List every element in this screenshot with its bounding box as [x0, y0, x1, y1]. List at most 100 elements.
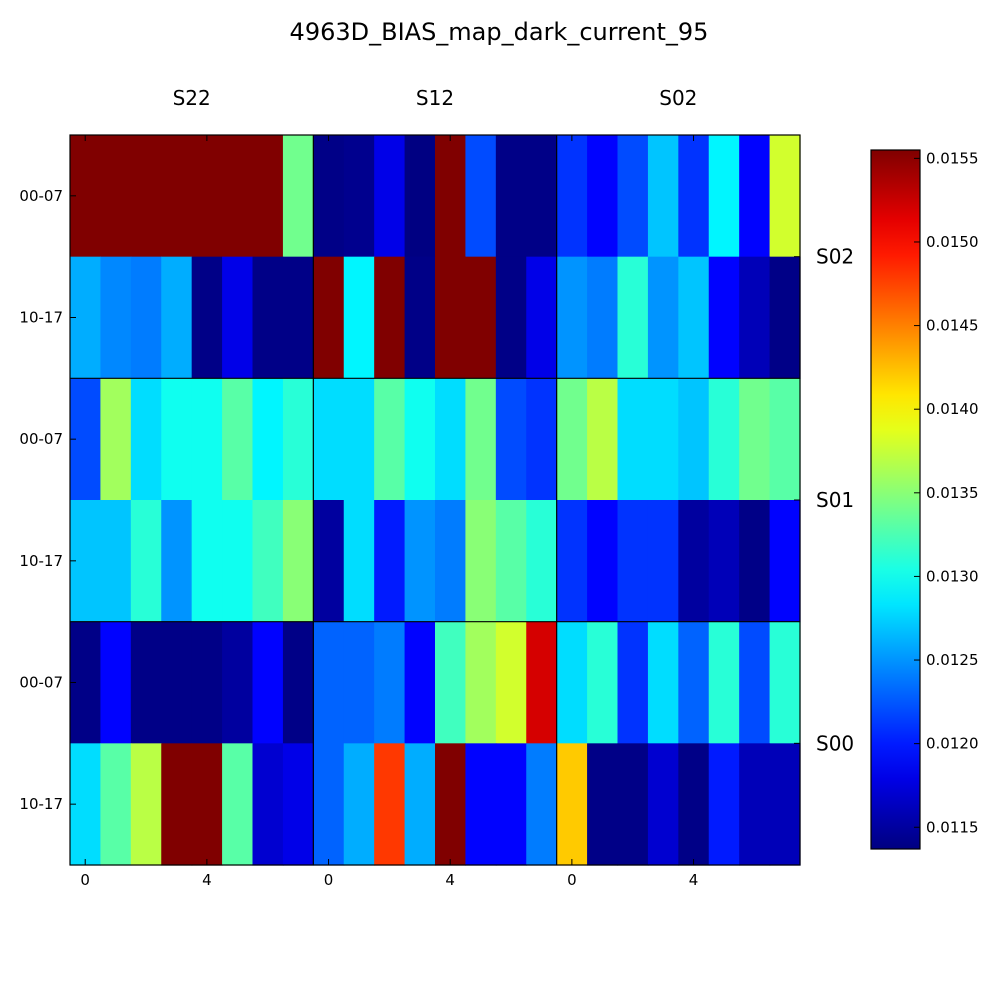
heatmap-cell: [222, 743, 254, 866]
heatmap-cell: [100, 256, 132, 379]
heatmap-cell: [587, 621, 619, 744]
heatmap-cell: [313, 621, 345, 744]
row-group-label: S01: [816, 488, 854, 512]
heatmap-cell: [222, 500, 254, 623]
heatmap-cell: [343, 256, 375, 379]
heatmap-cell: [130, 135, 162, 258]
heatmap-cell: [252, 256, 284, 379]
heatmap-cell: [222, 621, 254, 744]
heatmap-cell: [708, 743, 740, 866]
heatmap-cell: [282, 256, 314, 379]
heatmap-cell: [678, 500, 710, 623]
heatmap-cell: [587, 256, 619, 379]
column-group-label: S12: [416, 86, 454, 110]
row-label: 10-17: [19, 552, 63, 570]
heatmap-cell: [617, 135, 649, 258]
heatmap-cell: [587, 135, 619, 258]
heatmap-cell: [313, 378, 345, 501]
heatmap-cell: [343, 378, 375, 501]
heatmap-cell: [769, 378, 801, 501]
heatmap-cell: [495, 135, 527, 258]
heatmap-cell: [556, 378, 588, 501]
x-tick-label: 0: [324, 871, 334, 889]
heatmap-cell: [222, 256, 254, 379]
heatmap-cell: [495, 621, 527, 744]
heatmap-cell: [678, 743, 710, 866]
heatmap-cell: [526, 500, 558, 623]
heatmap-cell: [647, 135, 679, 258]
heatmap-cell: [435, 378, 467, 501]
heatmap-cell: [708, 135, 740, 258]
heatmap-cell: [313, 743, 345, 866]
heatmap-cell: [313, 256, 345, 379]
heatmap-cell: [708, 500, 740, 623]
heatmap-cell: [282, 743, 314, 866]
heatmap-cell: [647, 500, 679, 623]
heatmap-cell: [222, 378, 254, 501]
heatmap-cell: [465, 621, 497, 744]
heatmap-cell: [617, 500, 649, 623]
x-tick-label: 0: [80, 871, 90, 889]
heatmap-cell: [465, 256, 497, 379]
heatmap-cell: [191, 500, 223, 623]
heatmap-cell: [435, 256, 467, 379]
heatmap-cell: [435, 743, 467, 866]
heatmap-cell: [313, 135, 345, 258]
heatmap-cell: [191, 135, 223, 258]
heatmap-cell: [404, 621, 436, 744]
heatmap-cell: [404, 135, 436, 258]
heatmap-cell: [495, 378, 527, 501]
heatmap-cell: [526, 135, 558, 258]
heatmap-cell: [556, 500, 588, 623]
heatmap-cell: [769, 500, 801, 623]
heatmap-cell: [404, 743, 436, 866]
colorbar-tick-label: 0.0125: [926, 651, 979, 669]
heatmap-cell: [222, 135, 254, 258]
heatmap-cell: [617, 621, 649, 744]
heatmap-cell: [739, 621, 771, 744]
heatmap-cell: [708, 256, 740, 379]
heatmap-cell: [191, 743, 223, 866]
heatmap-cell: [374, 135, 406, 258]
heatmap-cell: [465, 135, 497, 258]
heatmap-cell: [617, 256, 649, 379]
row-group-label: S00: [816, 731, 854, 755]
heatmap-cell: [313, 500, 345, 623]
colorbar-tick-label: 0.0150: [926, 233, 979, 251]
heatmap-cell: [343, 135, 375, 258]
heatmap-cell: [739, 500, 771, 623]
heatmap-cell: [374, 743, 406, 866]
heatmap-cell: [374, 256, 406, 379]
heatmap-cell: [708, 621, 740, 744]
heatmap-cell: [678, 378, 710, 501]
heatmap-cell: [647, 256, 679, 379]
heatmap-cell: [343, 500, 375, 623]
colorbar: [870, 149, 921, 850]
heatmap-cell: [587, 500, 619, 623]
heatmap-cell: [556, 256, 588, 379]
heatmap-cell: [161, 378, 193, 501]
row-label: 00-07: [19, 674, 63, 692]
heatmap-cell: [769, 621, 801, 744]
heatmap-cell: [647, 621, 679, 744]
heatmap-cell: [161, 743, 193, 866]
heatmap-cell: [617, 378, 649, 501]
heatmap-cell: [465, 500, 497, 623]
heatmap-cell: [161, 621, 193, 744]
heatmap-cell: [100, 500, 132, 623]
heatmap-cell: [556, 135, 588, 258]
heatmap-cell: [678, 135, 710, 258]
heatmap-cell: [282, 500, 314, 623]
x-tick-label: 4: [445, 871, 455, 889]
heatmap-cell: [556, 743, 588, 866]
heatmap-cell: [769, 135, 801, 258]
heatmap-cell: [739, 378, 771, 501]
colorbar-tick-label: 0.0155: [926, 149, 979, 167]
heatmap-cell: [526, 378, 558, 501]
heatmap-cell: [404, 500, 436, 623]
heatmap-cell: [465, 743, 497, 866]
heatmap-cell: [100, 135, 132, 258]
x-tick-label: 0: [567, 871, 577, 889]
colorbar-tick-label: 0.0145: [926, 317, 979, 335]
heatmap-cell: [161, 500, 193, 623]
